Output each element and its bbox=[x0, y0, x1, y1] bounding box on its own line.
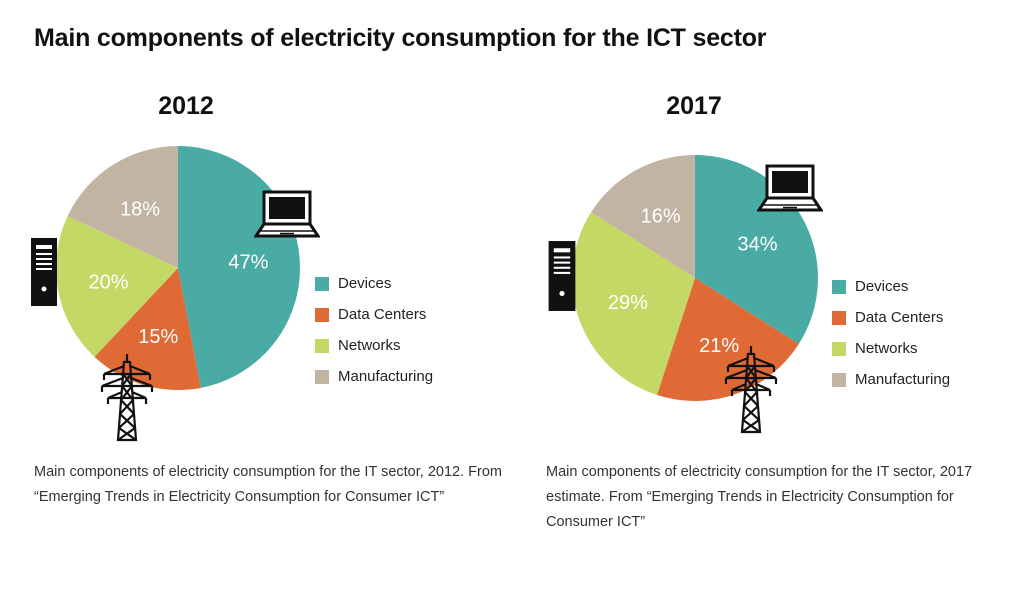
laptop-icon bbox=[254, 190, 320, 238]
chart-2012-title: 2012 bbox=[158, 92, 214, 120]
legend-label: Networks bbox=[855, 340, 918, 357]
slice-label-devices: 47% bbox=[228, 251, 268, 273]
legend-swatch bbox=[832, 310, 846, 325]
server-icon bbox=[548, 241, 576, 311]
pie-chart-2012: 47% 15% 20% 18% bbox=[55, 146, 300, 390]
chart-2017-title: 2017 bbox=[666, 92, 722, 120]
legend-label: Manufacturing bbox=[338, 368, 434, 385]
slice-label-data-centers: 15% bbox=[138, 326, 178, 348]
power-tower-icon bbox=[100, 354, 154, 442]
slice-label-networks: 20% bbox=[88, 271, 128, 293]
slice-label-manufacturing: 16% bbox=[641, 205, 681, 227]
caption-2017: Main components of electricity consumpti… bbox=[546, 464, 973, 530]
legend-item-networks: Networks bbox=[832, 333, 950, 364]
legend-swatch bbox=[315, 307, 329, 322]
legend-item-data-centers: Data Centers bbox=[315, 299, 433, 330]
pie-slice-networks bbox=[572, 212, 695, 395]
caption-2012: Main components of electricity consumpti… bbox=[34, 464, 502, 505]
legend-2017: Devices Data Centers Networks Manufactur… bbox=[832, 271, 950, 395]
laptop-icon bbox=[757, 164, 823, 212]
slice-label-devices: 34% bbox=[738, 234, 778, 256]
legend-item-networks: Networks bbox=[315, 330, 433, 361]
pie-slice-data-centers bbox=[656, 278, 799, 401]
pie-slice-networks bbox=[55, 216, 178, 357]
legend-swatch bbox=[315, 338, 329, 353]
pie-slice-manufacturing bbox=[591, 155, 695, 278]
slice-label-manufacturing: 18% bbox=[120, 198, 160, 220]
legend-label: Data Centers bbox=[855, 309, 944, 326]
legend-label: Networks bbox=[338, 337, 401, 354]
legend-swatch bbox=[315, 276, 329, 291]
legend-item-data-centers: Data Centers bbox=[832, 302, 950, 333]
legend-item-devices: Devices bbox=[315, 268, 433, 299]
legend-swatch bbox=[832, 341, 846, 356]
legend-label: Devices bbox=[338, 275, 392, 292]
legend-item-manufacturing: Manufacturing bbox=[832, 364, 950, 395]
legend-label: Manufacturing bbox=[855, 371, 951, 388]
legend-2012: Devices Data Centers Networks Manufactur… bbox=[315, 268, 433, 392]
legend-swatch bbox=[832, 279, 846, 294]
slice-label-data-centers: 21% bbox=[699, 335, 739, 357]
power-tower-icon bbox=[724, 346, 778, 434]
page-title: Main components of electricity consumpti… bbox=[34, 24, 767, 52]
pie-slice-data-centers bbox=[94, 268, 201, 390]
legend-swatch bbox=[315, 369, 329, 384]
slice-label-networks: 29% bbox=[608, 292, 648, 314]
server-icon bbox=[31, 238, 57, 306]
legend-swatch bbox=[832, 372, 846, 387]
legend-item-devices: Devices bbox=[832, 271, 950, 302]
legend-label: Data Centers bbox=[338, 306, 427, 323]
legend-label: Devices bbox=[855, 278, 909, 295]
pie-slice-manufacturing bbox=[67, 146, 178, 268]
legend-item-manufacturing: Manufacturing bbox=[315, 361, 433, 392]
